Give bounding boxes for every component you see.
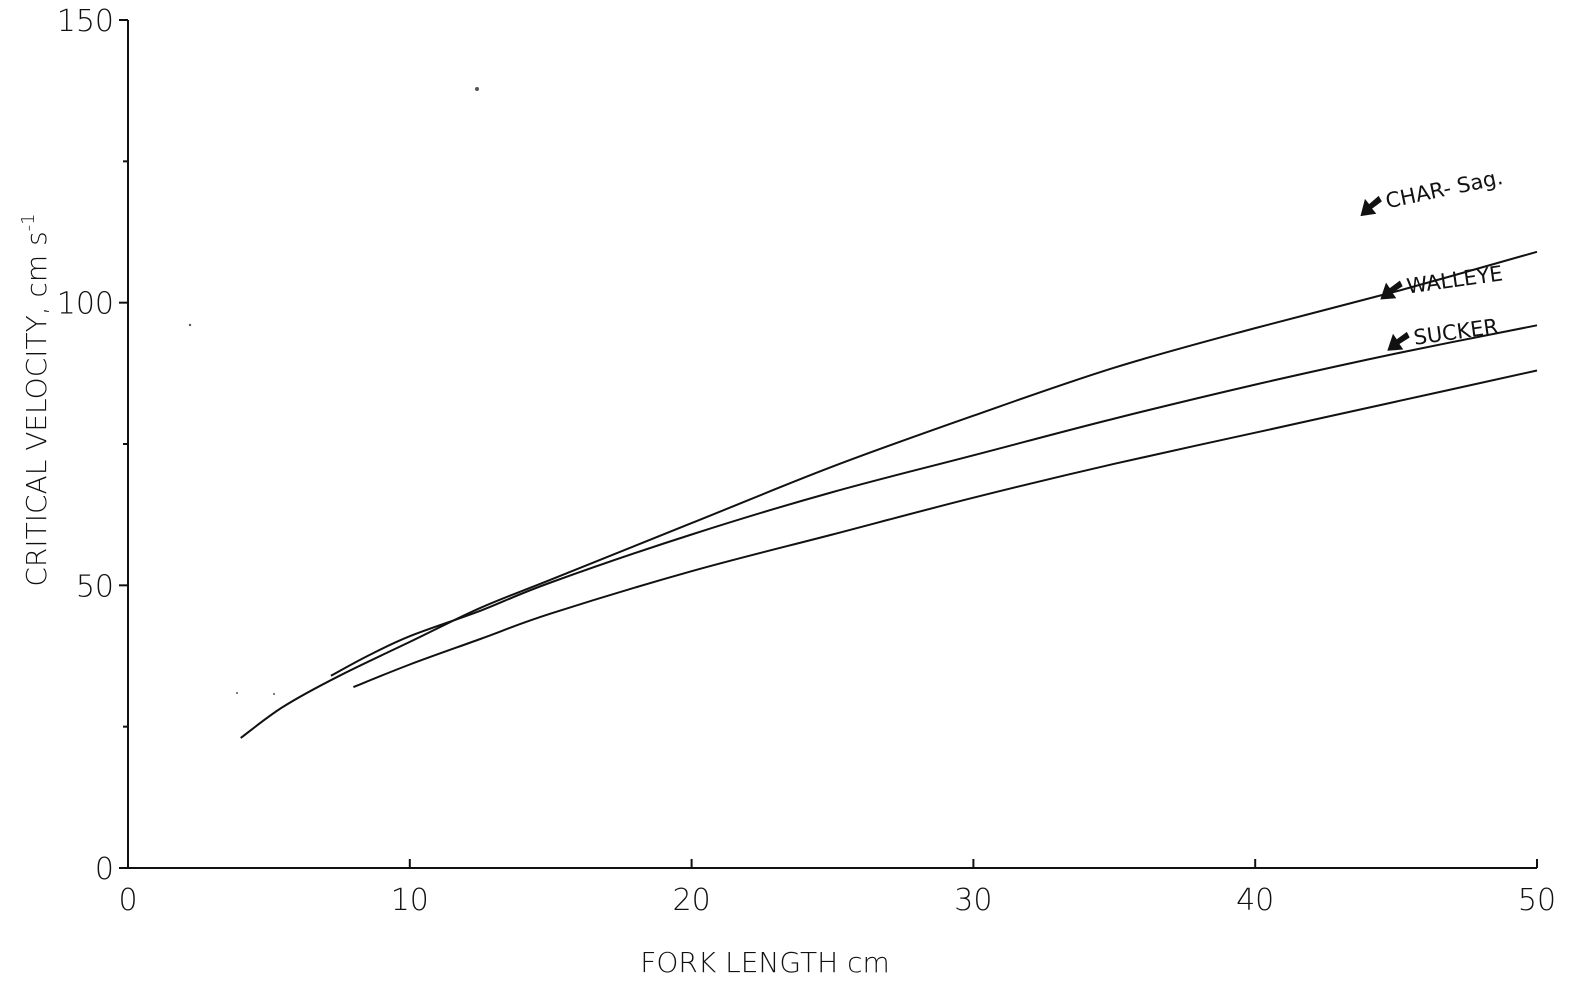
x-tick-label: 10 — [391, 883, 429, 918]
y-tick-label: 100 — [57, 287, 114, 322]
speck — [475, 87, 479, 91]
ticks — [119, 19, 1538, 869]
series-lines — [240, 250, 1538, 739]
y-tick-label: 150 — [57, 4, 114, 39]
label-arrow-icon — [1360, 195, 1382, 217]
tick-labels: 0 10 20 30 40 50 0 50 100 150 — [57, 4, 1556, 918]
label-arrow-icon — [1387, 331, 1410, 351]
series-label: SUCKER — [1412, 314, 1500, 350]
y-axis-title-superscript: -1 — [18, 213, 39, 231]
series-line-sucker — [353, 369, 1538, 689]
x-tick-label: 50 — [1518, 883, 1556, 918]
x-tick-label: 20 — [673, 883, 711, 918]
series-label-group: WALLEYE — [1380, 261, 1504, 300]
y-axis-title: CRITICAL VELOCITY, cm s-1 — [18, 213, 53, 586]
minor-ticks — [123, 160, 128, 728]
label-arrow-icon — [1380, 280, 1403, 300]
x-tick-label: 40 — [1236, 883, 1274, 918]
series-label: WALLEYE — [1405, 261, 1504, 298]
x-axis-title: FORK LENGTH cm — [640, 946, 890, 979]
y-axis-title-main: CRITICAL VELOCITY, cm s — [20, 231, 53, 586]
y-tick-label: 50 — [76, 569, 114, 604]
series-line-walleye — [330, 324, 1538, 677]
series-label: CHAR- Sag. — [1383, 165, 1504, 213]
series-label-group: SUCKER — [1387, 314, 1500, 351]
series-label-group: CHAR- Sag. — [1360, 165, 1505, 217]
y-tick-label: 0 — [95, 852, 114, 887]
speck — [188, 323, 192, 327]
series-labels: CHAR- Sag. WALLEYE SUCKER — [1360, 165, 1505, 351]
speck — [273, 693, 275, 695]
series-line-char-sag — [240, 250, 1538, 739]
x-tick-label: 0 — [118, 883, 137, 918]
x-tick-label: 30 — [954, 883, 992, 918]
speck — [236, 692, 238, 694]
